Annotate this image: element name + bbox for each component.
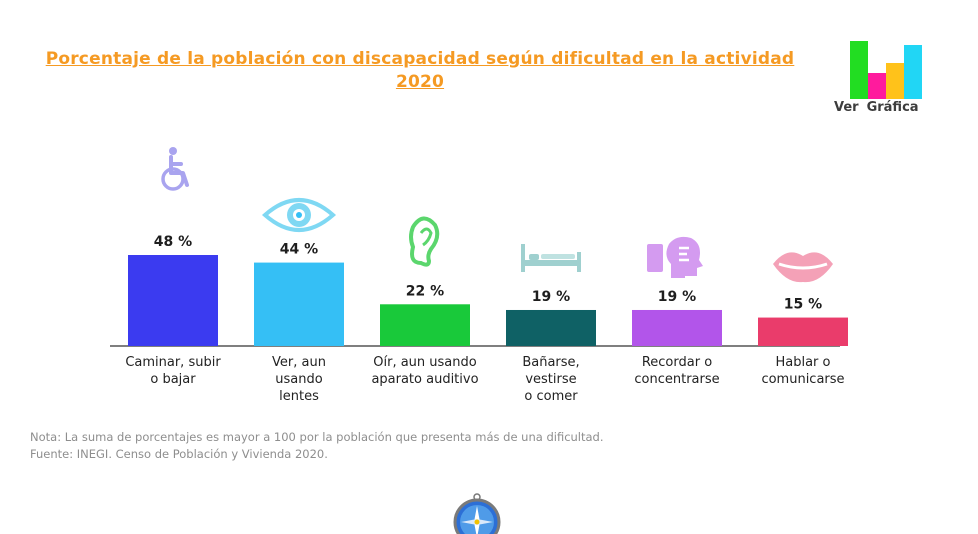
bar-6 [758, 317, 848, 346]
ver-label: Ver [834, 100, 859, 115]
category-label: Ver, aun usando lentes [272, 355, 326, 404]
ver-grafica-label[interactable]: Ver Gráfica [834, 100, 927, 115]
lips-icon [773, 252, 833, 283]
category-label: Bañarse, vestirse o comer [522, 355, 580, 404]
chart-title: Porcentaje de la población con discapaci… [45, 49, 795, 92]
ear-icon [409, 216, 440, 267]
bar-5 [632, 309, 722, 346]
memory-head-icon [647, 236, 703, 278]
category-label: Hablar o comunicarse [761, 355, 845, 387]
logo-bar [904, 45, 922, 99]
logo-bar [886, 63, 904, 99]
ver-grafica-button[interactable]: Ver Gráfica [832, 34, 952, 124]
eye-icon [261, 198, 337, 232]
chart-source: Fuente: INEGI. Censo de Población y Vivi… [30, 447, 328, 461]
bar-4 [506, 309, 596, 346]
value-label: 19 % [658, 289, 696, 305]
category-label: Recordar o concentrarse [634, 355, 720, 387]
value-label: 44 % [280, 242, 318, 258]
value-label: 19 % [532, 289, 570, 305]
bar-3 [380, 304, 470, 346]
compass-icon[interactable] [452, 492, 502, 534]
bar-2 [254, 262, 344, 346]
bed-icon [521, 244, 581, 272]
wheelchair-icon [161, 147, 189, 191]
value-label: 48 % [154, 234, 192, 250]
category-label: Caminar, subir o bajar [125, 355, 221, 387]
value-label: 15 % [784, 297, 822, 313]
category-label: Oír, aun usando aparato auditivo [371, 355, 479, 387]
bar-chart-logo-icon [850, 39, 924, 99]
value-label: 22 % [406, 283, 444, 299]
logo-bar [850, 41, 868, 99]
chart-note: Nota: La suma de porcentajes es mayor a … [30, 430, 604, 444]
grafica-label: Gráfica [866, 100, 919, 115]
logo-bar [868, 73, 886, 99]
bar-1 [128, 255, 218, 346]
